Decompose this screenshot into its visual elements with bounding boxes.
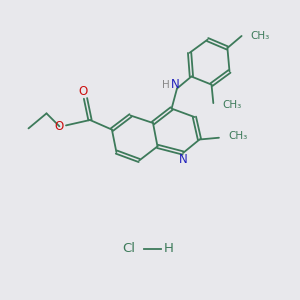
Text: H: H <box>162 80 170 90</box>
Text: N: N <box>179 153 188 166</box>
Text: O: O <box>55 120 64 133</box>
Text: N: N <box>171 78 180 92</box>
Text: H: H <box>164 242 173 256</box>
Text: Cl: Cl <box>122 242 136 256</box>
Text: CH₃: CH₃ <box>228 131 247 141</box>
Text: CH₃: CH₃ <box>250 31 270 41</box>
Text: O: O <box>79 85 88 98</box>
Text: CH₃: CH₃ <box>222 100 242 110</box>
